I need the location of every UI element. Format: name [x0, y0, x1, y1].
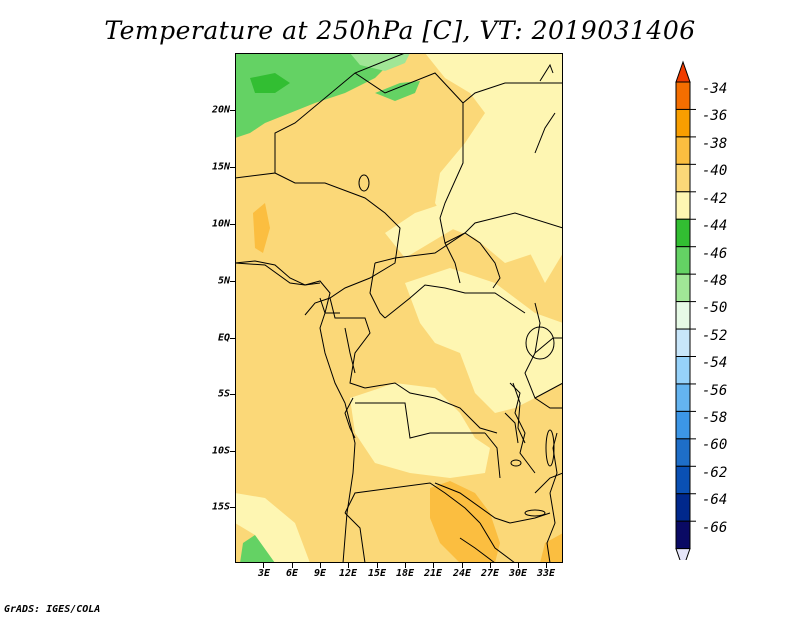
lat-tick — [230, 507, 235, 508]
lon-tick — [348, 563, 349, 568]
lat-label: 5N — [217, 275, 230, 287]
colorbar-cell — [675, 438, 691, 467]
light-zone-band — [385, 203, 455, 258]
colorbar-label: -50 — [702, 300, 728, 316]
lat-label: 5S — [217, 388, 230, 400]
light-zone-south — [350, 383, 490, 478]
lon-label: 18E — [395, 568, 415, 579]
colorbar-label: -46 — [702, 246, 728, 262]
lon-label: 9E — [313, 568, 327, 579]
colorbar-cell — [675, 191, 691, 220]
colorbar-cell — [675, 520, 691, 550]
colorbar-label: -34 — [702, 81, 728, 97]
country-borders — [235, 53, 563, 563]
colorbar-cell — [675, 218, 691, 248]
lakes — [358, 174, 555, 517]
colorbar — [675, 60, 696, 560]
colorbar-cell — [675, 81, 691, 110]
light-zone-central — [405, 268, 563, 413]
lat-tick — [230, 451, 235, 452]
lon-label: 12E — [338, 568, 358, 579]
colorbar-label: -64 — [702, 492, 728, 508]
lon-tick — [518, 563, 519, 568]
lon-label: 24E — [452, 568, 472, 579]
colorbar-label: -52 — [702, 328, 728, 344]
colorbar-label: -48 — [702, 273, 728, 289]
colorbar-cell — [675, 410, 691, 440]
lat-label: 10N — [211, 218, 230, 230]
colorbar-label: -44 — [702, 218, 728, 234]
lon-tick — [462, 563, 463, 568]
colorbar-cell — [675, 136, 691, 165]
colorbar-cell — [675, 465, 691, 495]
colorbar-label: -62 — [702, 465, 728, 481]
map-area — [235, 53, 563, 563]
lon-tick — [405, 563, 406, 568]
lon-label: 33E — [536, 568, 556, 579]
lon-tick — [490, 563, 491, 568]
lat-tick — [230, 394, 235, 395]
light-zone-east — [530, 153, 563, 283]
lon-tick — [546, 563, 547, 568]
colorbar-label: -60 — [702, 437, 728, 453]
colorbar-cell — [675, 493, 691, 522]
lat-tick — [230, 338, 235, 339]
colorbar-label: -66 — [702, 520, 728, 536]
orange-patch-se — [540, 533, 563, 563]
lon-label: 6E — [285, 568, 299, 579]
colorbar-bottom-arrow — [675, 548, 691, 560]
lat-label: 20N — [211, 104, 230, 116]
lat-tick — [230, 167, 235, 168]
colorbar-label: -56 — [702, 383, 728, 399]
lat-tick — [230, 281, 235, 282]
colorbar-cell — [675, 301, 691, 330]
lon-tick — [292, 563, 293, 568]
map-border — [235, 53, 563, 563]
lon-tick — [320, 563, 321, 568]
green-zone-strip — [375, 81, 420, 101]
colorbar-cell — [675, 273, 691, 303]
lon-label: 27E — [480, 568, 500, 579]
colorbar-cell — [675, 328, 691, 357]
map-svg — [235, 53, 563, 563]
colorbar-top-arrow — [675, 60, 691, 83]
colorbar-cell — [675, 163, 691, 193]
lat-label: 10S — [211, 445, 230, 457]
lat-tick — [230, 110, 235, 111]
coastline — [235, 63, 556, 563]
colorbar-cell — [675, 383, 691, 412]
chart-title: Temperature at 250hPa [C], VT: 201903140… — [104, 16, 696, 45]
light-zone-sw — [235, 493, 310, 563]
colorbar-cell — [675, 356, 691, 385]
orange-patch-south — [430, 481, 500, 563]
light-zone-north — [425, 53, 563, 263]
lon-label: 21E — [423, 568, 443, 579]
colorbar-label: -36 — [702, 108, 728, 124]
colorbar-label: -58 — [702, 410, 728, 426]
colorbar-label: -40 — [702, 163, 728, 179]
lat-tick — [230, 224, 235, 225]
colorbar-label: -42 — [702, 191, 728, 207]
lon-tick — [377, 563, 378, 568]
credit-text: GrADS: IGES/COLA — [4, 604, 101, 615]
lon-tick — [433, 563, 434, 568]
green-zone-deep — [250, 73, 290, 93]
lat-label: 15S — [211, 501, 230, 513]
lon-tick — [263, 563, 264, 568]
orange-patch-west — [253, 203, 270, 253]
colorbar-cell — [675, 108, 691, 138]
lat-label: EQ — [217, 332, 230, 344]
lon-label: 30E — [508, 568, 528, 579]
colorbar-cell — [675, 246, 691, 275]
lon-label: 3E — [257, 568, 271, 579]
lat-label: 15N — [211, 161, 230, 173]
colorbar-label: -54 — [702, 355, 728, 371]
colorbar-label: -38 — [702, 136, 728, 152]
lon-label: 15E — [367, 568, 387, 579]
green-patch-sw — [240, 535, 275, 563]
